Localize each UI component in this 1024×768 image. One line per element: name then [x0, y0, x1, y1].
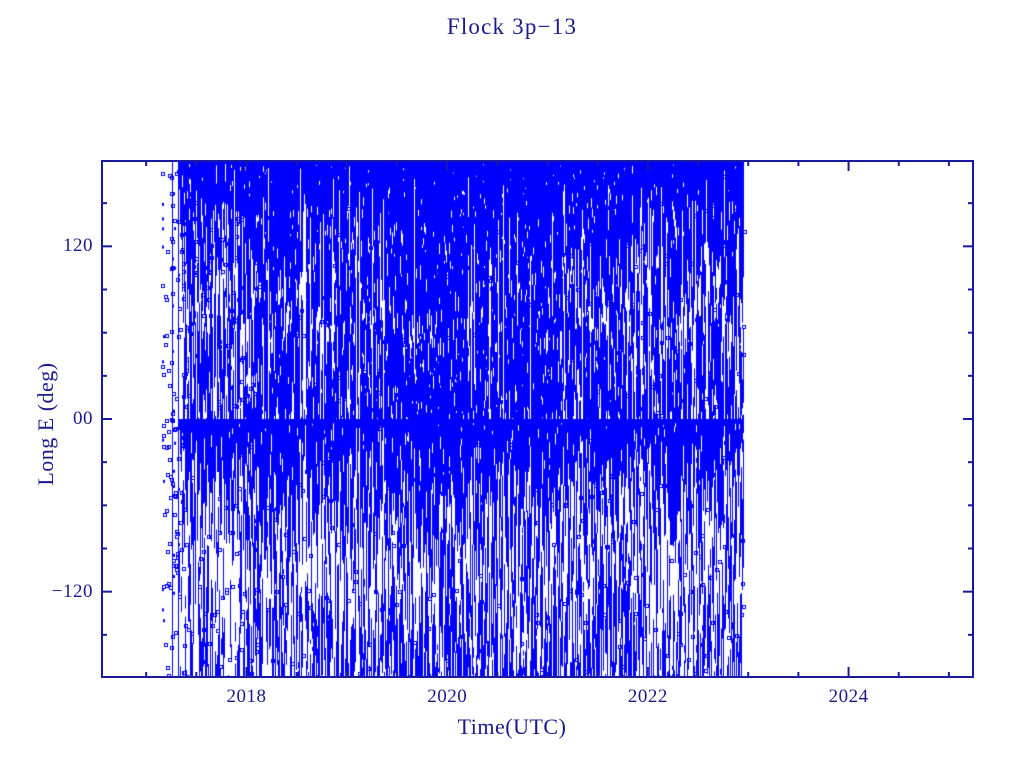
- x-tick-label: 2020: [427, 686, 468, 707]
- y-tick-label-group: 120 00 −120: [7, 0, 93, 768]
- page-title: Flock 3p−13: [446, 14, 578, 39]
- x-axis-title: Time(UTC): [457, 714, 567, 739]
- scatter-data-layer: [101, 160, 974, 678]
- x-tick-label: 2024: [828, 686, 869, 707]
- x-tick-label: 2022: [627, 686, 668, 707]
- y-tick-label: 120: [63, 235, 93, 257]
- y-tick-label: −120: [51, 580, 93, 602]
- y-tick-label: 00: [73, 408, 93, 429]
- plot-area: [101, 160, 974, 678]
- x-tick-label: 2018: [226, 686, 267, 707]
